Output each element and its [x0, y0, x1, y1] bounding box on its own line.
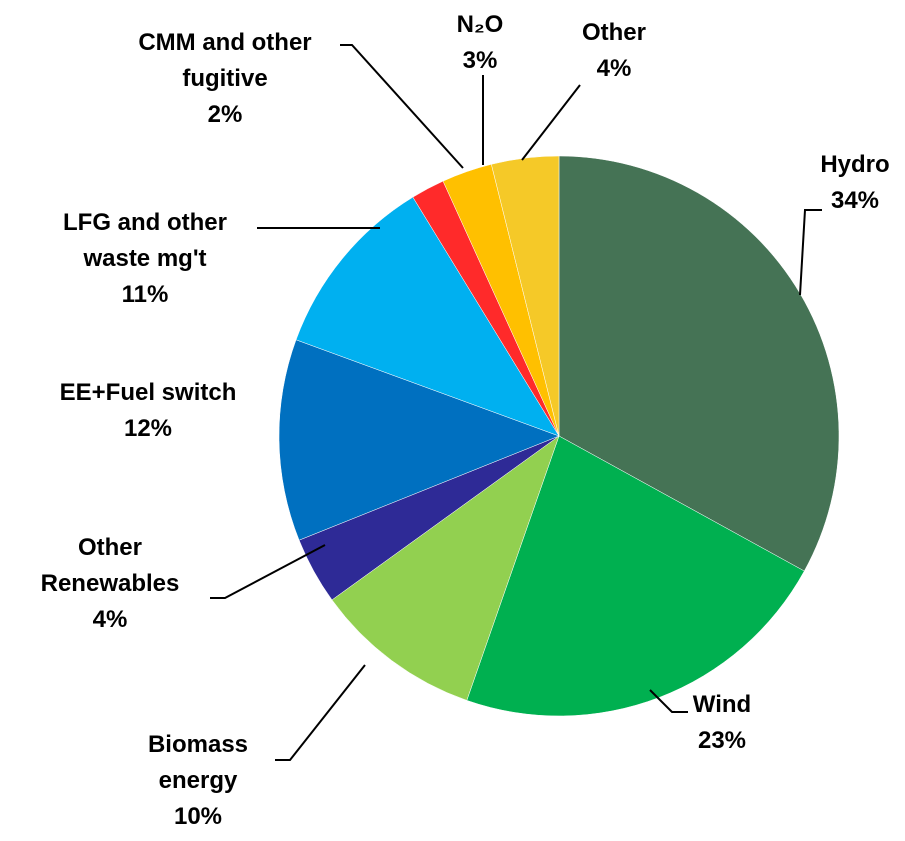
category-label: EE+Fuel switch [60, 379, 237, 406]
category-label: N₂O [457, 11, 504, 38]
category-label: Wind [693, 691, 751, 718]
value-label: 3% [463, 47, 498, 74]
category-label: Biomass energy [148, 731, 248, 794]
value-label: 4% [93, 606, 128, 633]
leader-line [340, 44, 464, 169]
pie-slice [331, 435, 560, 701]
value-label: 11% [122, 281, 169, 308]
category-label: LFG and other waste mg't [63, 209, 227, 272]
leader-line [275, 664, 366, 761]
value-label: 12% [124, 415, 172, 442]
value-label: 23% [698, 727, 746, 754]
pie-slice [491, 155, 560, 437]
pie-slice [466, 435, 805, 717]
value-label: 2% [208, 101, 243, 128]
leader-line [521, 84, 581, 161]
value-label: 34% [831, 187, 879, 214]
pie-slice [278, 339, 560, 541]
leader-line [210, 544, 326, 599]
leader-line [649, 689, 688, 713]
value-label: 4% [597, 55, 632, 82]
category-label: Hydro [820, 151, 889, 178]
category-label: Other [582, 19, 646, 46]
category-label: CMM and other fugitive [138, 29, 311, 92]
pie-slice [295, 196, 560, 437]
leader-line [799, 209, 822, 296]
category-label: Other Renewables [41, 534, 180, 597]
value-label: 10% [174, 803, 222, 830]
